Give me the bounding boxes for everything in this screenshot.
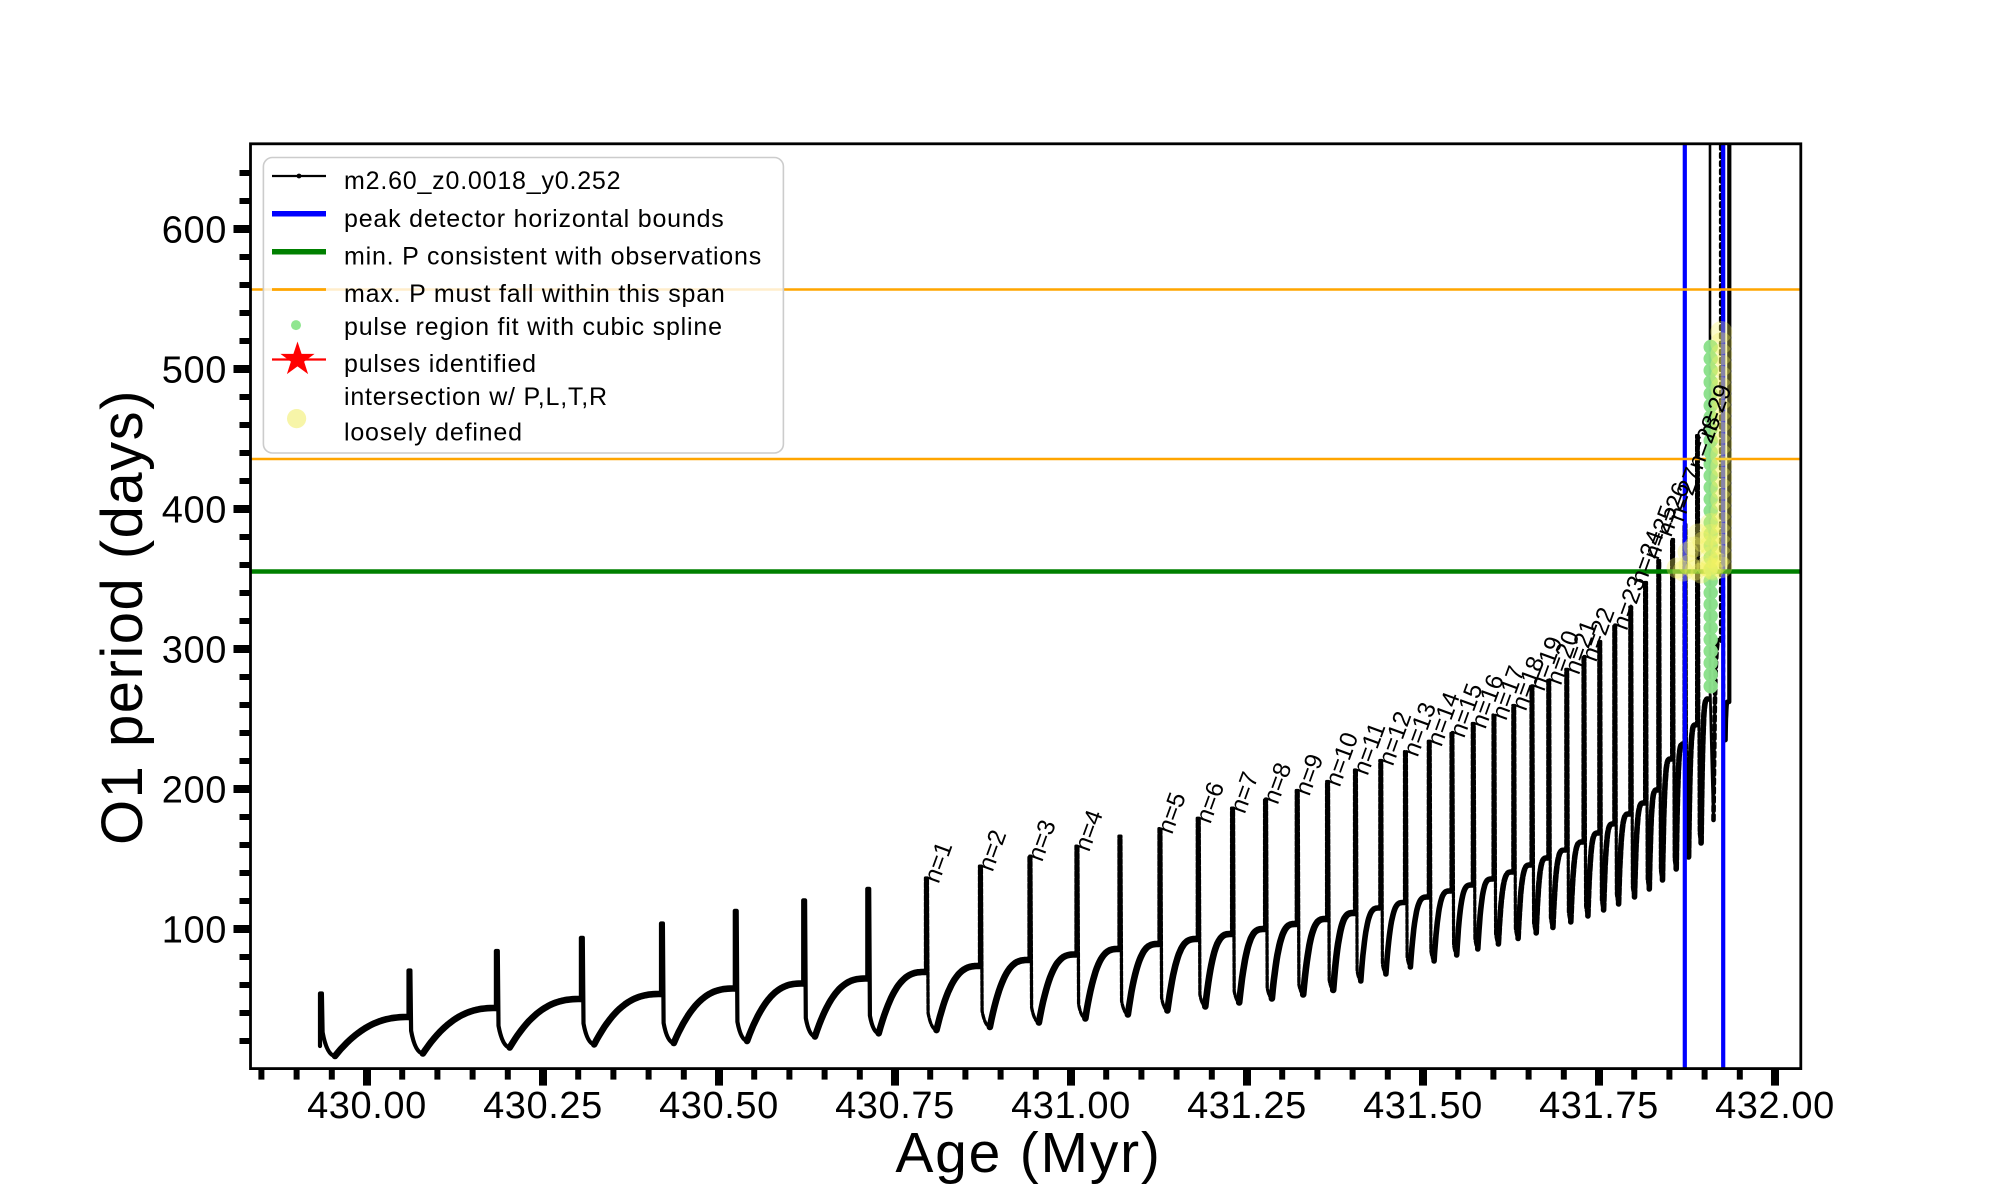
svg-text:Age (Myr): Age (Myr) (895, 1121, 1161, 1185)
svg-text:300: 300 (162, 630, 227, 672)
svg-text:intersection w/ P,L,T,R: intersection w/ P,L,T,R (344, 383, 608, 411)
svg-text:431.50: 431.50 (1363, 1085, 1483, 1127)
svg-text:200: 200 (162, 770, 227, 812)
svg-text:400: 400 (162, 490, 227, 532)
svg-text:peak detector horizontal bound: peak detector horizontal bounds (344, 205, 725, 233)
svg-text:431.75: 431.75 (1539, 1085, 1659, 1127)
svg-text:100: 100 (162, 910, 227, 952)
svg-text:500: 500 (162, 350, 227, 392)
svg-text:600: 600 (162, 210, 227, 252)
svg-text:430.50: 430.50 (659, 1085, 779, 1127)
svg-text:pulse region fit with cubic sp: pulse region fit with cubic spline (344, 313, 723, 341)
svg-text:O1 period (days): O1 period (days) (90, 389, 155, 845)
svg-text:m2.60_z0.0018_y0.252: m2.60_z0.0018_y0.252 (344, 167, 621, 195)
svg-text:431.25: 431.25 (1187, 1085, 1307, 1127)
svg-text:min. P consistent with observa: min. P consistent with observations (344, 243, 762, 271)
svg-text:431.00: 431.00 (1011, 1085, 1131, 1127)
svg-text:430.00: 430.00 (307, 1085, 427, 1127)
svg-text:max. P must fall within this s: max. P must fall within this span (344, 280, 726, 308)
svg-text:432.00: 432.00 (1715, 1085, 1835, 1127)
svg-text:430.25: 430.25 (483, 1085, 603, 1127)
svg-text:loosely defined: loosely defined (344, 419, 523, 447)
svg-text:pulses identified: pulses identified (344, 350, 537, 378)
svg-text:430.75: 430.75 (835, 1085, 955, 1127)
